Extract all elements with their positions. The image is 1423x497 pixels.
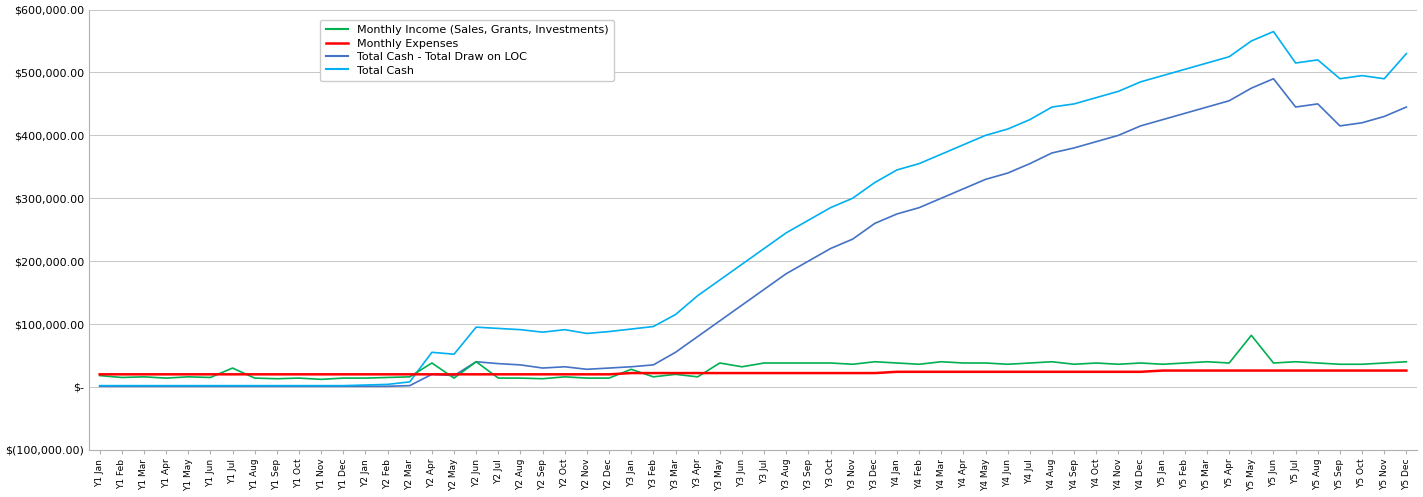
Total Cash - Total Draw on LOC [424, 371, 441, 377]
Monthly Income (Sales, Grants, Investments) [1397, 359, 1414, 365]
Monthly Income (Sales, Grants, Investments) [313, 376, 330, 382]
Total Cash - Total Draw on LOC [534, 365, 551, 371]
Monthly Income (Sales, Grants, Investments) [1242, 332, 1259, 338]
Total Cash [313, 383, 330, 389]
Total Cash [1397, 51, 1414, 57]
Line: Total Cash - Total Draw on LOC: Total Cash - Total Draw on LOC [100, 79, 1406, 386]
Total Cash - Total Draw on LOC [468, 359, 485, 365]
Monthly Income (Sales, Grants, Investments) [534, 376, 551, 382]
Monthly Income (Sales, Grants, Investments) [932, 359, 949, 365]
Monthly Expenses [512, 371, 529, 377]
Total Cash [534, 329, 551, 335]
Line: Monthly Expenses: Monthly Expenses [100, 371, 1406, 374]
Monthly Income (Sales, Grants, Investments) [445, 375, 462, 381]
Monthly Income (Sales, Grants, Investments) [91, 373, 108, 379]
Total Cash - Total Draw on LOC [1265, 76, 1282, 82]
Total Cash - Total Draw on LOC [91, 383, 108, 389]
Monthly Expenses [911, 369, 928, 375]
Legend: Monthly Income (Sales, Grants, Investments), Monthly Expenses, Total Cash - Tota: Monthly Income (Sales, Grants, Investmen… [320, 19, 613, 81]
Total Cash [424, 349, 441, 355]
Total Cash - Total Draw on LOC [313, 383, 330, 389]
Line: Total Cash: Total Cash [100, 32, 1406, 386]
Total Cash - Total Draw on LOC [1397, 104, 1414, 110]
Monthly Expenses [313, 371, 330, 377]
Total Cash [468, 324, 485, 330]
Monthly Income (Sales, Grants, Investments) [490, 375, 507, 381]
Monthly Expenses [1397, 368, 1414, 374]
Monthly Income (Sales, Grants, Investments) [334, 375, 351, 381]
Monthly Expenses [468, 371, 485, 377]
Monthly Expenses [534, 371, 551, 377]
Monthly Income (Sales, Grants, Investments) [556, 374, 573, 380]
Total Cash [911, 161, 928, 166]
Monthly Expenses [424, 371, 441, 377]
Total Cash - Total Draw on LOC [911, 205, 928, 211]
Total Cash [512, 327, 529, 332]
Monthly Expenses [91, 371, 108, 377]
Total Cash [91, 383, 108, 389]
Total Cash - Total Draw on LOC [512, 362, 529, 368]
Line: Monthly Income (Sales, Grants, Investments): Monthly Income (Sales, Grants, Investmen… [100, 335, 1406, 379]
Total Cash [1265, 29, 1282, 35]
Monthly Expenses [1154, 368, 1171, 374]
